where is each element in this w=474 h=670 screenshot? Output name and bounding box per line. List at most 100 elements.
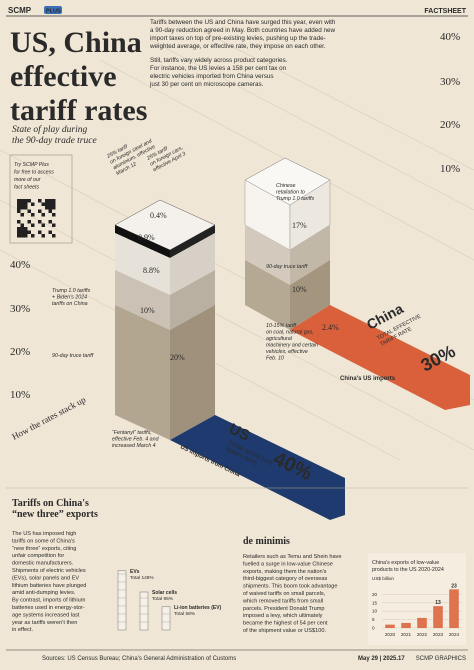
tariff-column	[139, 591, 149, 631]
bar	[433, 606, 443, 628]
footer-sources: Sources: US Census Bureau; China's Gener…	[42, 656, 236, 662]
bar	[449, 589, 459, 628]
y-tick-label: 5	[372, 617, 375, 622]
layer-rate: 10%	[140, 306, 155, 315]
qr-cell	[20, 213, 24, 217]
y-tick-label: 10	[372, 609, 378, 614]
qr-cell	[31, 213, 35, 217]
chart-title: products to the US 2020-2024	[372, 567, 444, 573]
qr-cell	[48, 206, 52, 210]
qr-cell	[17, 202, 21, 206]
column-name: Li-ion batteries (EV)	[174, 605, 222, 611]
qr-cell	[41, 234, 45, 238]
chart-title: China's exports of low-value	[372, 560, 439, 566]
logo-badge: PLUS	[46, 9, 61, 15]
qr-cell	[24, 234, 28, 238]
body-text: of waived tariffs on small parcels,	[243, 591, 326, 597]
qr-cell	[52, 234, 56, 238]
title: US, China	[10, 26, 142, 59]
stack-label: How the rates stack up	[10, 394, 88, 442]
section-title: Tariffs on China's	[12, 498, 89, 509]
china-rate-strip	[290, 305, 470, 410]
y-axis-label: US$ billion	[372, 576, 394, 581]
qr-cell	[52, 199, 56, 203]
body-text: Retailers such as Temu and Shein have	[243, 554, 341, 560]
section-title: de minimis	[243, 536, 290, 547]
intro-text: Tariffs between the US and China have su…	[150, 19, 336, 26]
section-title: “new three” exports	[12, 509, 98, 520]
annotation: 90-day truce tariff	[52, 353, 94, 359]
qr-cell	[48, 209, 52, 213]
column-name: Solar cells	[152, 590, 177, 596]
qr-cell	[20, 202, 24, 206]
annotation: machinery and certain	[266, 343, 318, 349]
bar	[417, 617, 427, 628]
y-tick-label: 0	[372, 626, 375, 631]
qr-cell	[41, 202, 45, 206]
scale-label: 20%	[440, 119, 460, 131]
tariff-column	[117, 570, 127, 631]
body-text: lithium batteries have plunged	[12, 583, 86, 589]
column-name: EVs	[130, 569, 140, 575]
body-text: in effect.	[12, 627, 33, 633]
qr-cell	[31, 234, 35, 238]
promo-text: Try SCMP Plus	[14, 162, 49, 168]
qr-cell	[27, 209, 31, 213]
body-text: amid anti-dumping levies.	[12, 590, 76, 596]
qr-cell	[48, 202, 52, 206]
intro-text: a 90-day reduction agreed in May. Both c…	[150, 27, 336, 34]
qr-cell	[17, 234, 21, 238]
qr-cell	[41, 223, 45, 227]
china-imports-label: China's US imports	[340, 376, 396, 382]
scale-label: 30%	[10, 303, 30, 315]
intro-text: just 30 per cent on microscope cameras.	[149, 81, 264, 88]
body-text: which removed tariffs from small	[242, 598, 323, 604]
qr-cell	[45, 202, 49, 206]
column-total: Total 58%	[174, 611, 196, 617]
qr-cell	[24, 206, 28, 210]
body-text: parcels. President Donald Trump	[243, 606, 324, 612]
qr-cell	[24, 199, 28, 203]
logo-badge-bg	[44, 6, 62, 14]
x-tick-label: 2024	[449, 632, 460, 637]
annotation: Feb. 10	[266, 356, 284, 362]
annotation: Chinese	[276, 183, 295, 189]
column-total: Total 95%	[152, 596, 174, 602]
qr-cell	[20, 223, 24, 227]
body-text: exports, making them the nation's	[243, 569, 327, 575]
qr-cell	[20, 227, 24, 231]
annotation: + Biden's 2024	[52, 295, 87, 301]
annotation: retaliation to	[276, 190, 305, 196]
annotation: 10-15% tariff	[266, 323, 297, 329]
subtitle: the 90-day trade truce	[12, 136, 97, 146]
body-text: tariffs on some of China's	[12, 538, 75, 544]
body-text: unfair competition for	[12, 553, 64, 559]
qr-cell	[38, 199, 42, 203]
qr-cell	[31, 223, 35, 227]
qr-cell	[27, 220, 31, 224]
title: tariff rates	[10, 94, 147, 127]
y-tick-label: 20	[372, 592, 378, 597]
qr-cell	[27, 199, 31, 203]
body-text: imposed a levy, which ultimately	[243, 613, 323, 619]
layer-rate: 17%	[292, 221, 307, 230]
scale-label: 10%	[440, 163, 460, 175]
bar	[385, 624, 395, 628]
body-text: of the shipment value or US$100.	[243, 628, 326, 634]
qr-cell	[48, 220, 52, 224]
bar	[401, 622, 411, 628]
scale-label: 30%	[440, 76, 460, 88]
title: effective	[10, 60, 117, 93]
intro-text: import taxes on top of pre-existing levi…	[150, 35, 326, 42]
qr-cell	[31, 202, 35, 206]
qr-cell	[20, 199, 24, 203]
qr-cell	[17, 206, 21, 210]
qr-cell	[20, 230, 24, 234]
body-text: age systems increased last	[12, 612, 80, 618]
value-label: 23	[451, 583, 457, 589]
layer-rate: 8.8%	[143, 266, 160, 275]
qr-cell	[17, 227, 21, 231]
body-text: The US has imposed high	[12, 531, 76, 537]
column-total: Total 148%	[130, 575, 154, 581]
